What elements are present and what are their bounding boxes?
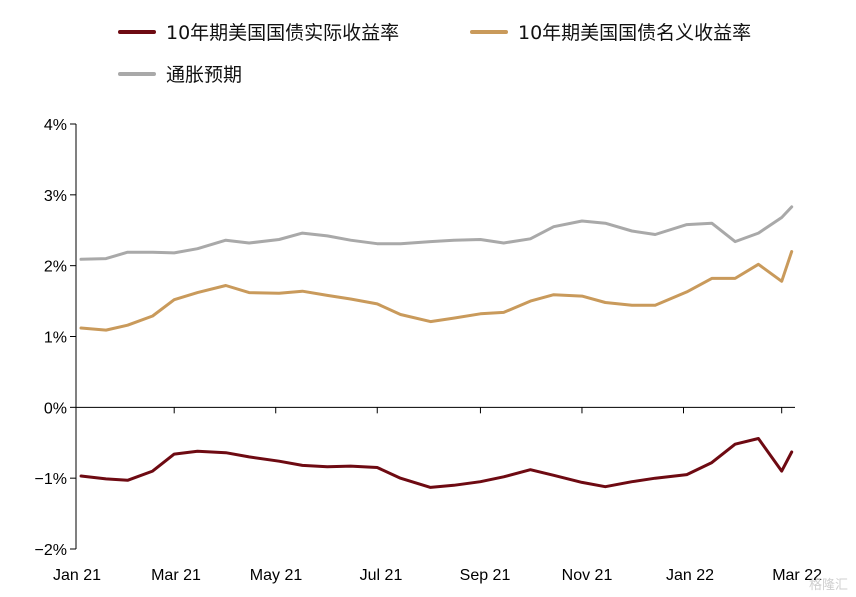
x-tick-label: May 21 xyxy=(250,567,303,584)
plot-area: −2% −1% 0% 1% 2% 3% 4% Jan 21 Mar 21 May 21 Jul 21… xyxy=(35,117,823,584)
legend-swatch-nominal-yield xyxy=(470,29,508,34)
x-tick-label: Sep 21 xyxy=(460,567,511,584)
y-tick-label: 4% xyxy=(44,117,67,134)
x-tick-label: Mar 21 xyxy=(151,567,201,584)
y-tick-label: 0% xyxy=(44,400,67,417)
legend-swatch-real-yield xyxy=(118,29,156,34)
x-tick-label: Jul 21 xyxy=(360,567,403,584)
series-line-nominal-yield xyxy=(79,250,794,332)
watermark-text: 格隆汇 xyxy=(808,578,848,593)
x-tick-label: Mar 22 xyxy=(772,567,822,584)
legend-item-real-yield: 10年期美国国债实际收益率 xyxy=(118,18,399,45)
x-tick-label: Jan 21 xyxy=(53,567,101,584)
legend-label-nominal-yield: 10年期美国国债名义收益率 xyxy=(518,22,752,44)
y-tick-label: 3% xyxy=(44,188,67,205)
x-tick-label: Nov 21 xyxy=(562,567,613,584)
y-tick-label: 1% xyxy=(44,330,67,347)
legend-item-breakeven: 通胀预期 xyxy=(118,60,242,87)
series-line-real-yield xyxy=(79,437,794,489)
legend-swatch-breakeven xyxy=(118,71,156,76)
y-tick-label: 2% xyxy=(44,259,67,276)
legend-item-nominal-yield: 10年期美国国债名义收益率 xyxy=(470,18,751,45)
legend-label-real-yield: 10年期美国国债实际收益率 xyxy=(166,22,400,44)
y-tick-label: −1% xyxy=(35,471,67,488)
y-tick-label: −2% xyxy=(35,542,67,559)
x-tick-label: Jan 22 xyxy=(666,567,714,584)
series-line-breakeven xyxy=(79,205,794,261)
legend-label-breakeven: 通胀预期 xyxy=(166,64,243,86)
